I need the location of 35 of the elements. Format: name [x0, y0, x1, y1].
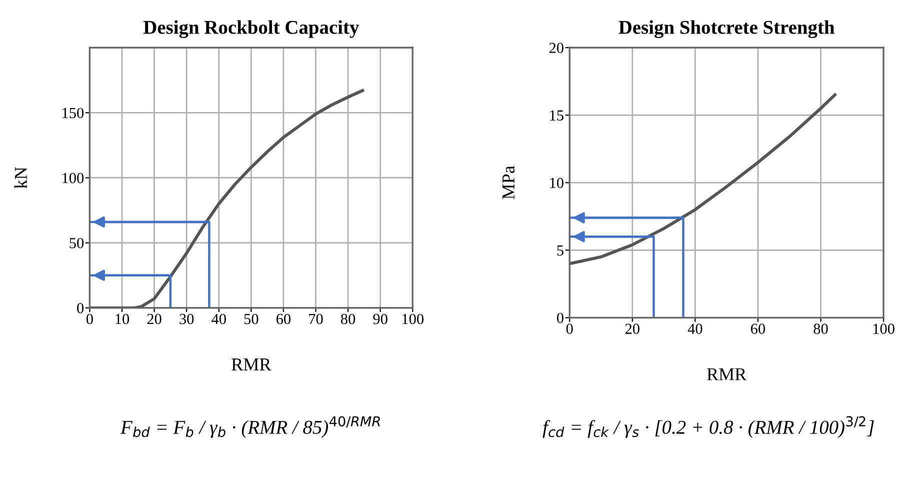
x-tick-label: 0 — [566, 324, 573, 334]
chart-title: Design Rockbolt Capacity — [143, 20, 359, 38]
y-tick-label: 20 — [549, 42, 564, 54]
x-tick-label: 50 — [244, 314, 258, 324]
chart-title: Design Shotcrete Strength — [618, 20, 834, 38]
x-tick-label: 40 — [688, 324, 702, 334]
x-tick-label: 0 — [86, 314, 93, 324]
y-axis-title: kN — [14, 167, 27, 188]
x-tick-label: 30 — [180, 314, 194, 324]
line-series — [90, 89, 364, 308]
y-tick-label: 100 — [62, 172, 84, 184]
text: F$_{bd}$ = F$_{b}$ / γ$_{b}$ · (RMR / 85)$^{40/RMR}$ — [120, 416, 380, 438]
y-tick-label: 5 — [557, 245, 564, 256]
y-tick-label: 50 — [70, 238, 84, 248]
y-tick-label: 15 — [550, 110, 564, 121]
x-tick-label: 20 — [625, 324, 640, 334]
x-tick-label: 20 — [147, 314, 162, 324]
x-axis-title: RMR — [232, 358, 272, 370]
y-axis-title: MPa — [502, 166, 515, 200]
line-series — [570, 93, 836, 266]
x-tick-label: 80 — [814, 324, 828, 334]
x-axis-title: RMR — [707, 368, 747, 380]
y-tick-label: 10 — [550, 178, 564, 188]
y-tick-label: 0 — [77, 303, 84, 314]
text: f$_{cd}$ = f$_{ck}$ / γ$_{s}$ · [0.2 + 0.8 · (RMR / 100)$^{3/2}$] — [542, 416, 874, 438]
x-tick-label: 90 — [373, 314, 388, 324]
x-tick-label: 70 — [309, 314, 323, 324]
x-tick-label: 100 — [402, 314, 424, 324]
x-tick-label: 10 — [116, 314, 130, 324]
x-tick-label: 60 — [750, 324, 766, 334]
x-tick-label: 40 — [212, 314, 226, 324]
x-tick-label: 80 — [340, 314, 356, 324]
y-tick-label: 150 — [62, 108, 84, 118]
x-tick-label: 60 — [276, 314, 291, 324]
x-tick-label: 100 — [873, 324, 894, 334]
